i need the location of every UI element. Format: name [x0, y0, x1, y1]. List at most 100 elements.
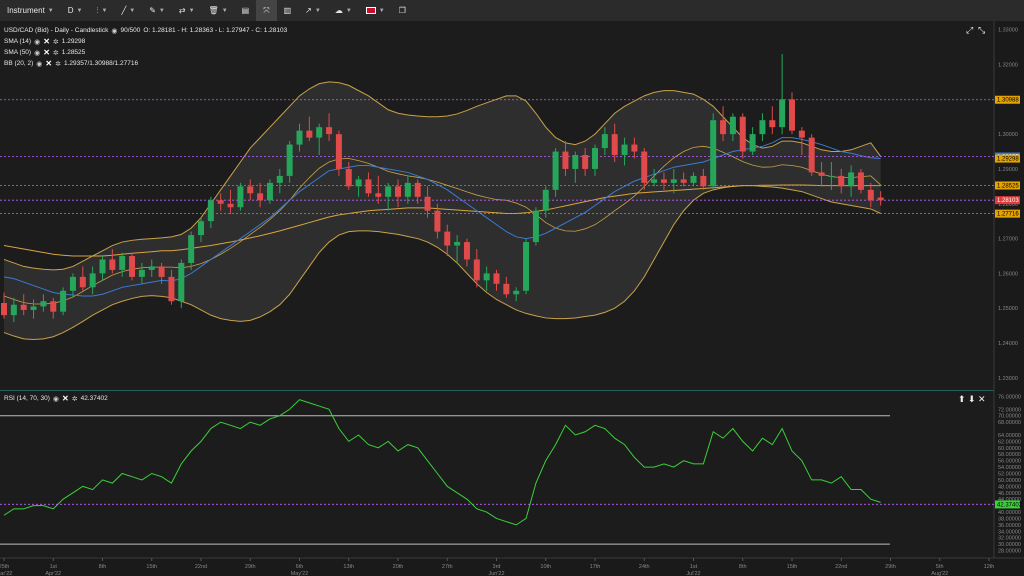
- rsi-tick-label: 28.00000: [998, 549, 1021, 555]
- candle-body: [779, 99, 786, 128]
- time-axis-background: [0, 558, 1024, 576]
- bars-count: 90/500: [120, 27, 141, 34]
- settings-icon[interactable]: ✲: [55, 60, 61, 68]
- candle-body: [749, 134, 756, 152]
- bollinger-band-fill: [4, 81, 881, 340]
- period-menu[interactable]: D ▼: [61, 0, 90, 21]
- chevron-down-icon: ▼: [345, 7, 352, 14]
- chevron-down-icon: ▼: [76, 7, 83, 14]
- price-tick-label: 1.29000: [998, 167, 1018, 173]
- price-tag: 1.28103: [995, 196, 1020, 205]
- candle-body: [877, 197, 884, 201]
- candle-body: [651, 179, 658, 183]
- price-tag-label: 1.28525: [997, 183, 1019, 189]
- price-tag: 1.29298: [995, 154, 1020, 163]
- candle-body: [473, 259, 480, 281]
- candle-body: [355, 179, 362, 187]
- candle-body: [808, 137, 815, 173]
- instrument-title: USD/CAD (Bid) - Daily - Candlestick: [4, 27, 109, 34]
- draw-tool-button[interactable]: ╱ ▼: [114, 0, 142, 21]
- time-tick-label: 1st: [690, 564, 698, 570]
- candle-body: [641, 151, 648, 183]
- pen-icon: ✎: [149, 6, 156, 15]
- close-icon[interactable]: ✕: [43, 48, 50, 57]
- price-tag-label: 1.28103: [997, 198, 1019, 204]
- price-tag-label: 1.30988: [997, 98, 1019, 104]
- eye-icon[interactable]: ◉: [111, 27, 118, 35]
- candle-body: [414, 182, 421, 197]
- eye-icon[interactable]: ◉: [36, 60, 43, 68]
- rsi-axis-background: [994, 390, 1024, 576]
- instrument-label: Instrument: [7, 6, 45, 15]
- chart-type-button[interactable]: ⫶ ▼: [89, 0, 114, 21]
- price-tag-label: 1.27716: [997, 212, 1019, 218]
- candle-body: [60, 290, 67, 312]
- delete-button[interactable]: 🗑 ▼: [202, 0, 235, 21]
- popout-button[interactable]: ❐: [392, 0, 413, 21]
- candle-body: [237, 186, 244, 208]
- move-down-icon[interactable]: ⬇: [968, 394, 976, 404]
- candle-body: [789, 99, 795, 131]
- close-icon[interactable]: ✕: [43, 37, 50, 46]
- time-tick-label: 8th: [99, 564, 107, 570]
- candle-body: [542, 189, 549, 211]
- eye-icon[interactable]: ◉: [34, 49, 41, 57]
- candle-body: [562, 151, 569, 169]
- close-icon[interactable]: ✕: [62, 394, 69, 403]
- price-tag: 1.30988: [995, 95, 1020, 104]
- price-tag: 1.27716: [995, 209, 1020, 218]
- candle-body: [552, 151, 559, 190]
- language-button[interactable]: ▼: [359, 0, 392, 21]
- settings-icon[interactable]: ✲: [52, 49, 59, 57]
- expand-arrows-icon[interactable]: ⤡: [978, 25, 986, 35]
- cursor-button[interactable]: ↗ ▼: [298, 0, 328, 21]
- rsi-tick-label: 34.00000: [998, 529, 1021, 535]
- layout-button[interactable]: ▤: [235, 0, 257, 21]
- rsi-tick-label: 52.00000: [998, 472, 1021, 478]
- rsi-tag-label: 42.37402: [997, 502, 1023, 508]
- candle-body: [148, 266, 155, 270]
- candle-body: [729, 116, 736, 135]
- maximize-icon[interactable]: ⤢: [966, 25, 974, 35]
- candle-body: [79, 276, 86, 288]
- candle-body: [838, 175, 845, 187]
- chevron-down-icon: ▼: [378, 7, 385, 14]
- legend-sma14-row: SMA (14) ◉ ✕ ✲ 1.29298: [4, 36, 287, 47]
- candle-body: [217, 200, 224, 204]
- expand-button[interactable]: ⤧: [256, 0, 277, 21]
- candle-body: [739, 116, 746, 152]
- instrument-menu[interactable]: Instrument ▼: [0, 0, 61, 21]
- candle-body: [1, 302, 7, 316]
- price-tick-label: 1.33000: [998, 28, 1018, 34]
- pen-tool-button[interactable]: ✎ ▼: [142, 0, 172, 21]
- chart-bars-button[interactable]: ▥: [277, 0, 299, 21]
- rsi-label: RSI (14, 70, 30): [4, 395, 50, 402]
- time-tick-label: 20th: [393, 564, 404, 570]
- chevron-down-icon: ▼: [158, 7, 165, 14]
- price-chart[interactable]: 1.330001.320001.310001.300001.290001.280…: [0, 21, 1024, 390]
- time-tick-label: 10th: [540, 564, 551, 570]
- delete-icon: 🗑: [208, 6, 219, 15]
- close-icon[interactable]: ✕: [45, 59, 53, 68]
- price-tag-box: [995, 181, 1020, 190]
- theme-button[interactable]: ☁ ▼: [328, 0, 359, 21]
- time-tick-label: 6th: [296, 564, 304, 570]
- candle-body: [385, 186, 392, 197]
- candle-body: [857, 172, 864, 190]
- candle-body: [513, 290, 520, 295]
- eye-icon[interactable]: ◉: [34, 38, 41, 46]
- candle-body: [20, 304, 27, 310]
- chevron-down-icon: ▼: [47, 7, 54, 14]
- chevron-down-icon: ▼: [188, 7, 195, 14]
- settings-icon[interactable]: ✲: [71, 395, 78, 403]
- price-tick-label: 1.24000: [998, 341, 1018, 347]
- candle-body: [769, 120, 776, 128]
- move-up-icon[interactable]: ⬆: [958, 394, 966, 404]
- indicator-button[interactable]: ⇄ ▼: [172, 0, 202, 21]
- settings-icon[interactable]: ✲: [52, 38, 59, 46]
- close-panel-icon[interactable]: ✕: [978, 394, 986, 404]
- eye-icon[interactable]: ◉: [52, 395, 59, 403]
- candle-body: [266, 182, 273, 201]
- candle-body: [109, 259, 116, 270]
